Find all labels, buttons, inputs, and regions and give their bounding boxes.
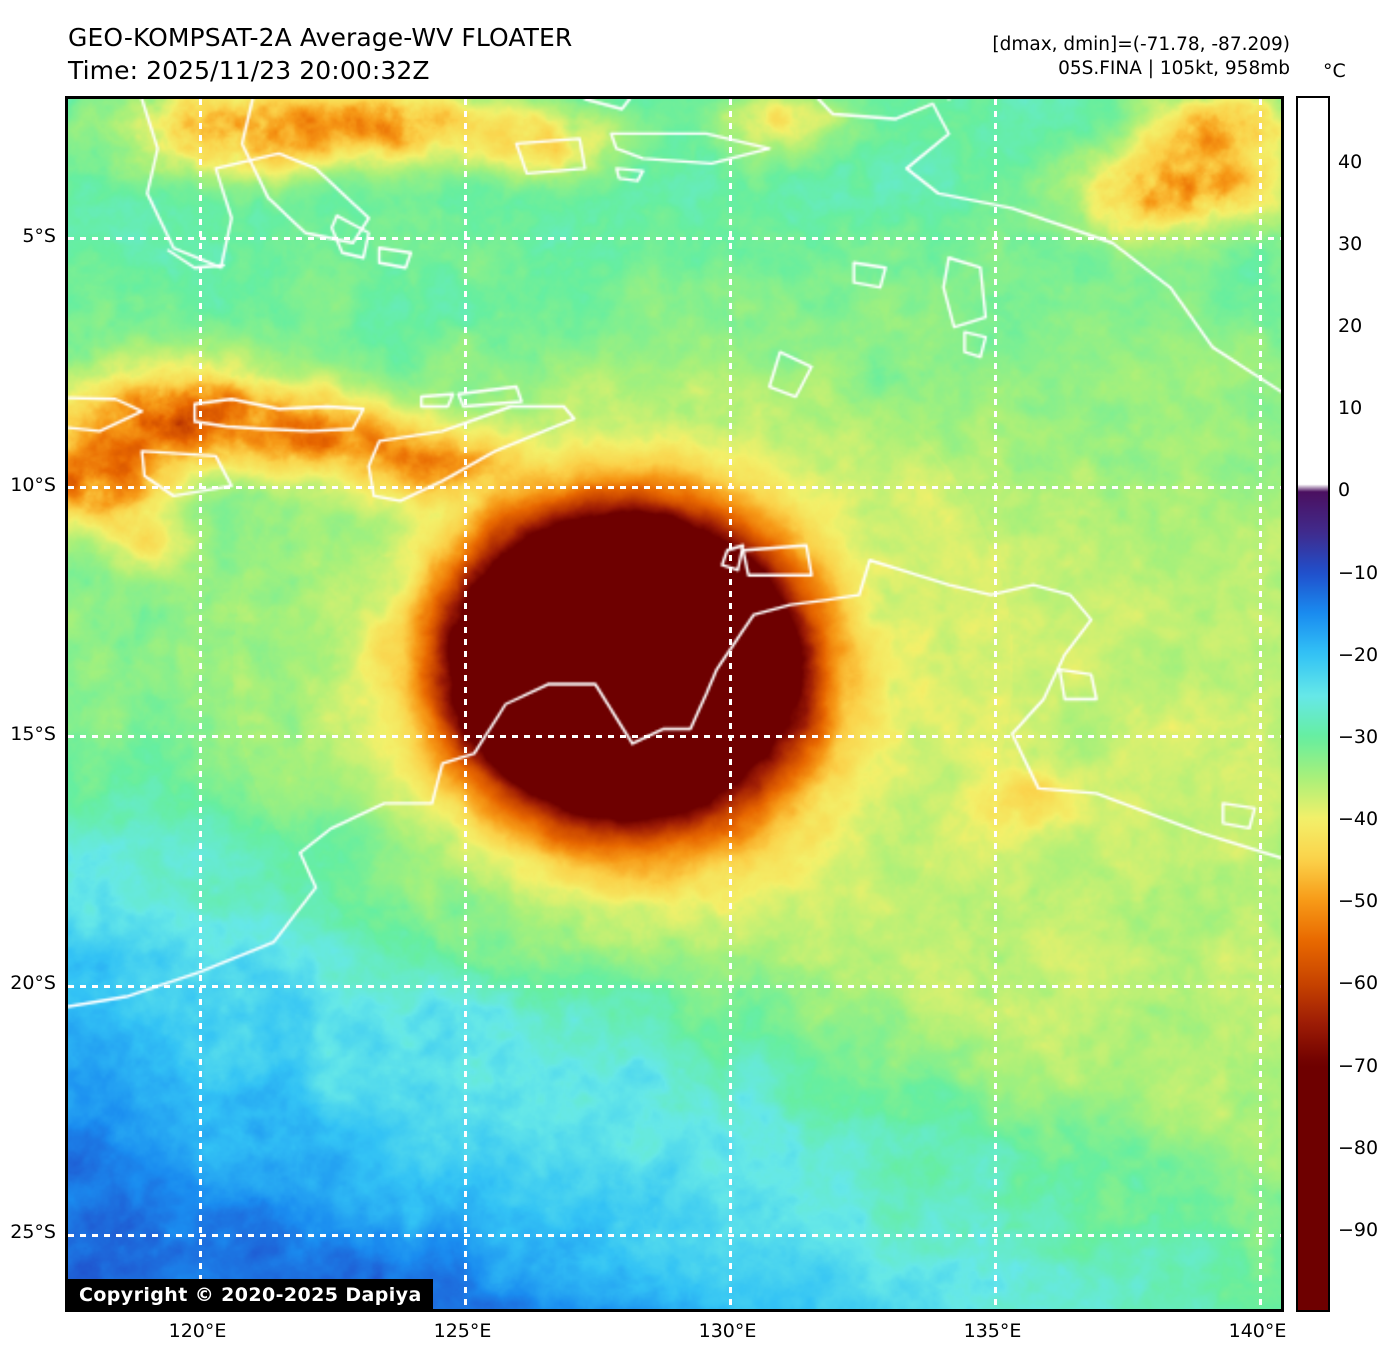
colorbar-tick-5: −10 [1338, 561, 1379, 584]
colorbar-tick-1: 30 [1338, 232, 1363, 255]
lat-tick-4: 25°S [10, 1221, 56, 1244]
lon-tick-2: 130°E [698, 1320, 757, 1342]
colorbar-tick-9: −50 [1338, 890, 1379, 913]
metadata-block: [dmax, dmin]=(-71.78, -87.209) 05S.FINA … [992, 33, 1290, 80]
product-title: GEO-KOMPSAT-2A Average-WV FLOATER [68, 23, 573, 52]
colorbar[interactable] [1296, 96, 1330, 1312]
lon-tick-3: 135°E [963, 1320, 1022, 1342]
storm-info-label: 05S.FINA | 105kt, 958mb [1058, 57, 1290, 79]
lon-tick-1: 125°E [433, 1320, 492, 1342]
lat-tick-3: 20°S [10, 972, 56, 995]
colorbar-tick-3: 10 [1338, 397, 1363, 420]
lat-tick-2: 15°S [10, 722, 56, 745]
dmax-dmin-label: [dmax, dmin]=(-71.78, -87.209) [992, 34, 1290, 55]
satellite-brightness-temperature-field [68, 99, 1281, 1309]
page-title: GEO-KOMPSAT-2A Average-WV FLOATER Time: … [68, 22, 572, 87]
colorbar-tick-0: 40 [1338, 150, 1363, 173]
lat-tick-1: 10°S [10, 473, 56, 496]
colorbar-tick-6: −20 [1338, 643, 1379, 666]
colorbar-tick-13: −90 [1338, 1218, 1379, 1241]
lat-tick-0: 5°S [22, 224, 56, 247]
lon-tick-4: 140°E [1228, 1320, 1287, 1342]
colorbar-unit-label: °C [1323, 60, 1346, 82]
satellite-image-plot[interactable] [65, 96, 1284, 1312]
colorbar-tick-10: −60 [1338, 972, 1379, 995]
colorbar-tick-11: −70 [1338, 1054, 1379, 1077]
colorbar-gradient [1298, 98, 1328, 1310]
colorbar-tick-4: 0 [1338, 479, 1351, 502]
copyright-badge: Copyright © 2020-2025 Dapiya [68, 1279, 433, 1312]
lon-tick-0: 120°E [168, 1320, 227, 1342]
colorbar-tick-8: −40 [1338, 808, 1379, 831]
colorbar-tick-7: −30 [1338, 725, 1379, 748]
colorbar-tick-12: −80 [1338, 1136, 1379, 1159]
colorbar-tick-2: 20 [1338, 315, 1363, 338]
timestamp-line: Time: 2025/11/23 20:00:32Z [68, 55, 430, 85]
